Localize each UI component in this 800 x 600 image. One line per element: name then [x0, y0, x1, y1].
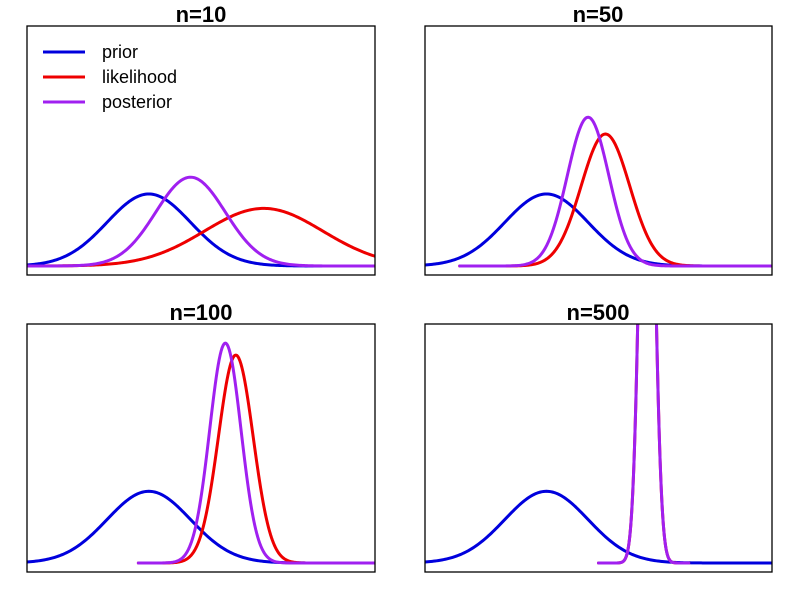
legend-entry-prior: prior	[43, 42, 138, 62]
panel-n50: n=50	[424, 2, 773, 276]
panel-title: n=10	[176, 2, 227, 27]
series-line-posterior	[27, 175, 375, 268]
legend-entry-posterior: posterior	[43, 92, 172, 112]
plot-frame	[26, 323, 376, 573]
panel-title: n=50	[573, 2, 624, 27]
plot-frame	[424, 25, 773, 276]
legend-label: likelihood	[102, 67, 177, 87]
series-line-posterior	[597, 324, 691, 565]
panel-title: n=100	[170, 300, 233, 325]
legend-label: posterior	[102, 92, 172, 112]
panel-title: n=500	[567, 300, 630, 325]
legend-label: prior	[102, 42, 138, 62]
series-line-likelihood	[597, 324, 691, 565]
series-line-posterior	[458, 115, 772, 268]
panel-n10: n=10 prior likelihood posterior	[26, 2, 376, 276]
legend: prior likelihood posterior	[43, 42, 177, 112]
series-line-prior	[425, 489, 772, 565]
legend-entry-likelihood: likelihood	[43, 67, 177, 87]
plot-frame	[26, 25, 376, 276]
panel-n500: n=500	[424, 300, 773, 573]
panel-n100: n=100	[26, 300, 376, 573]
series-line-posterior	[136, 341, 375, 565]
series-line-prior	[425, 192, 772, 268]
plot-frame	[424, 323, 773, 573]
series-line-likelihood	[27, 206, 375, 268]
